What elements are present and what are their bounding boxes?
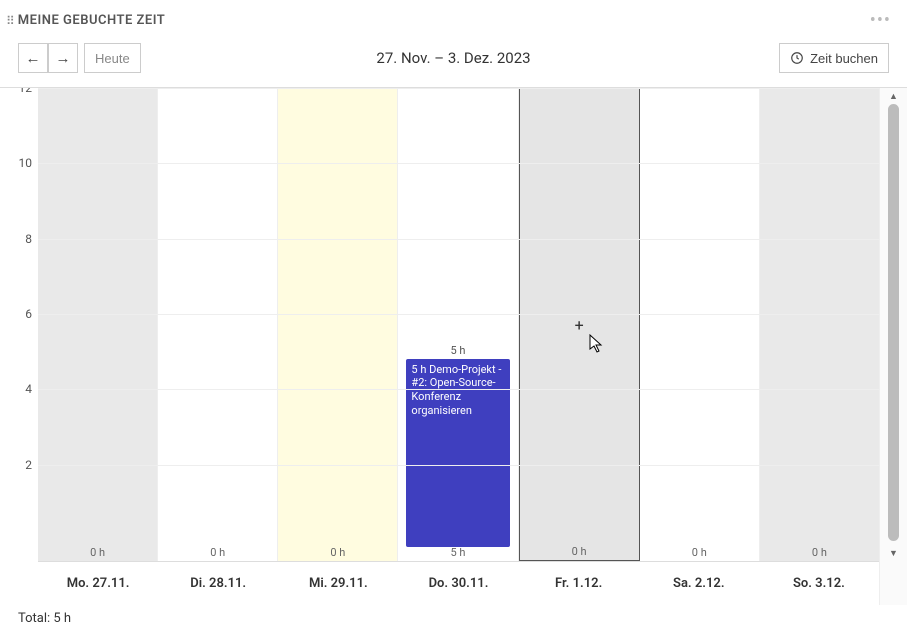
gridline [38,88,879,89]
day-header-label: Fr. 1.12. [519,562,639,605]
day-column[interactable]: 0 h [278,88,398,561]
scroll-thumb[interactable] [888,104,899,541]
gridline [38,314,879,315]
y-tick: 6 [25,307,32,321]
scroll-down-icon[interactable]: ▼ [880,545,907,561]
footer-total: Total: 5 h [0,605,907,634]
gridline [38,389,879,390]
next-week-button[interactable]: → [48,43,78,73]
day-total-label: 5 h [398,546,517,559]
cursor-icon [589,334,605,358]
day-column[interactable]: 0 h [158,88,278,561]
day-header-label: Mi. 29.11. [278,562,398,605]
day-column[interactable]: 0 h + [519,88,640,561]
y-tick: 12 [19,87,33,95]
day-header-label: Di. 28.11. [158,562,278,605]
chart-plot[interactable]: 0 h0 h0 h5 h5 h5 h Demo-Projekt - #2: Op… [38,88,879,605]
y-tick: 4 [25,382,32,396]
more-options-icon[interactable]: ••• [870,10,891,31]
today-button[interactable]: Heute [84,43,141,73]
event-hours-label: 5 h [398,344,517,357]
gridline [38,163,879,164]
day-total-label: 0 h [38,546,157,559]
day-total-label: 0 h [278,546,397,559]
add-entry-icon[interactable]: + [575,315,584,334]
clock-icon [790,51,804,65]
day-total-label: 0 h [640,546,759,559]
book-time-button[interactable]: Zeit buchen [779,43,889,73]
y-axis: 2 4 6 8 10 12 [0,88,38,605]
drag-handle-icon[interactable]: ⠿ [6,15,14,27]
vertical-scrollbar[interactable]: ▲ ▼ [879,88,907,605]
day-column[interactable]: 5 h5 h5 h Demo-Projekt - #2: Open-Source… [398,88,518,561]
day-column[interactable]: 0 h [760,88,879,561]
y-tick: 10 [19,156,33,170]
day-header-label: Sa. 2.12. [639,562,759,605]
day-headers: Mo. 27.11.Di. 28.11.Mi. 29.11.Do. 30.11.… [38,561,879,605]
prev-week-button[interactable]: ← [18,43,48,73]
gridline [38,465,879,466]
day-header-label: Mo. 27.11. [38,562,158,605]
widget-header: ⠿ MEINE GEBUCHTE ZEIT ••• [0,0,907,37]
day-header-label: So. 3.12. [759,562,879,605]
day-total-label: 0 h [158,546,277,559]
day-header-label: Do. 30.11. [398,562,518,605]
y-tick: 8 [25,232,32,246]
gridline [38,239,879,240]
day-column[interactable]: 0 h [640,88,760,561]
widget-title: MEINE GEBUCHTE ZEIT [18,13,166,28]
scroll-up-icon[interactable]: ▲ [880,88,907,104]
toolbar: ← → Heute 27. Nov. – 3. Dez. 2023 Zeit b… [0,37,907,87]
day-column[interactable]: 0 h [38,88,158,561]
time-entry-bar[interactable]: 5 h Demo-Projekt - #2: Open-Source-Konfe… [406,359,509,547]
day-total-label: 0 h [520,545,639,558]
book-time-label: Zeit buchen [810,51,878,66]
y-tick: 2 [25,458,32,472]
chart-region: 24681012 0 h0 h0 h5 h5 h5 h Demo-Projekt… [0,87,907,605]
day-total-label: 0 h [760,546,879,559]
